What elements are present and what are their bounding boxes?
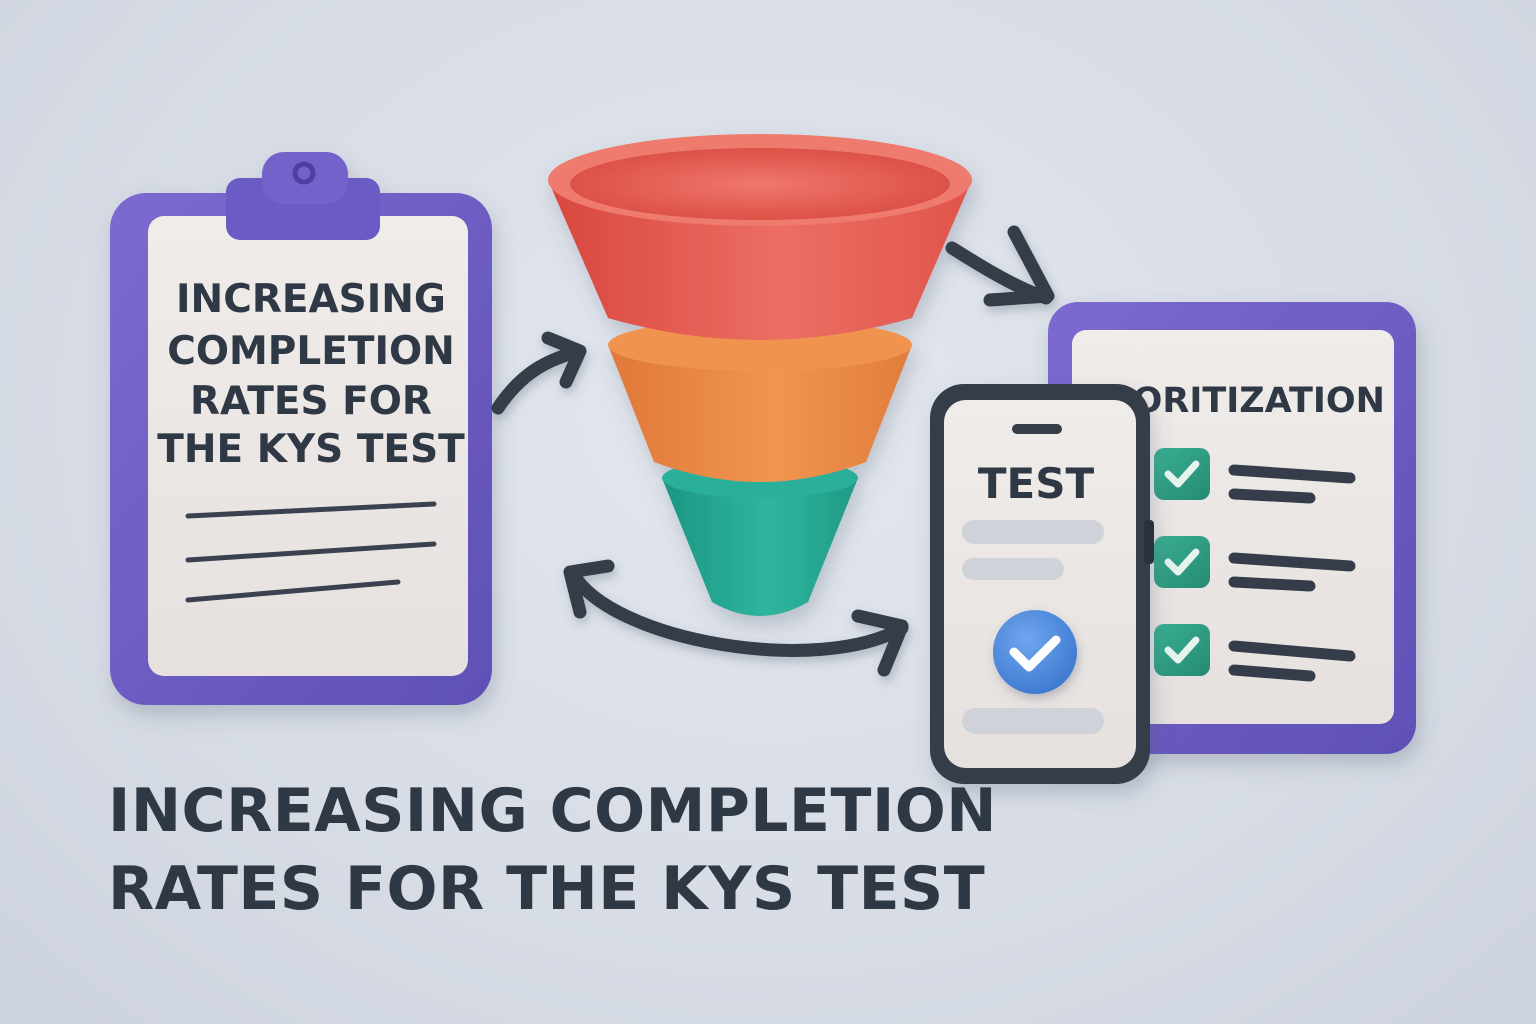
clipboard-lines — [185, 501, 437, 603]
checkbox-checked-icon — [1154, 624, 1210, 676]
arrow-loop-curve — [565, 565, 909, 657]
checklist-item — [1154, 536, 1356, 592]
phone-content — [962, 520, 1104, 734]
clipboard-title-line-4: THE KYS TEST — [157, 427, 465, 472]
prioritization-checklist — [1154, 448, 1356, 682]
clipboard — [110, 152, 492, 705]
clipboard-title-line-3: RATES FOR — [190, 379, 432, 424]
clipboard-title-line-2: COMPLETION — [167, 329, 455, 374]
phone-title: TEST — [978, 459, 1095, 508]
clipboard-title: INCREASING COMPLETION RATES FOR THE KYS … — [157, 277, 465, 472]
checkbox-checked-icon — [1154, 536, 1210, 588]
clipboard-paper — [148, 216, 468, 676]
phone-side-button — [1144, 520, 1154, 564]
phone-speaker — [1012, 424, 1062, 434]
arrow-clipboard-to-funnel — [491, 345, 583, 415]
phone-placeholder-bar — [962, 708, 1104, 734]
funnel — [548, 134, 972, 616]
clipboard-clip — [226, 152, 380, 240]
check-circle-icon — [993, 610, 1077, 694]
arrow-loop-left-head — [563, 559, 615, 619]
prioritization-paper — [1072, 330, 1394, 724]
phone — [930, 384, 1154, 784]
checklist-item — [1154, 448, 1356, 504]
arrow-loop-right-head — [851, 609, 909, 677]
funnel-opening — [570, 148, 950, 220]
headline-line-2: RATES FOR THE KYS TEST — [108, 854, 986, 924]
funnel-top-segment — [548, 180, 972, 340]
phone-placeholder-bar — [962, 558, 1064, 580]
headline-line-1: INCREASING COMPLETION — [108, 776, 997, 846]
arrow-clipboard-to-funnel-head — [541, 331, 587, 389]
arrows — [491, 225, 1055, 677]
checkbox-checked-icon — [1154, 448, 1210, 500]
funnel-middle-segment — [608, 345, 912, 482]
checklist-item — [1154, 624, 1356, 682]
phone-screen — [944, 400, 1136, 768]
phone-placeholder-bar — [962, 520, 1104, 544]
clipboard-title-line-1: INCREASING — [176, 277, 446, 322]
funnel-bottom-segment — [662, 478, 858, 616]
headline: INCREASING COMPLETION RATES FOR THE KYS … — [108, 772, 1008, 928]
arrow-funnel-to-priority-head — [983, 225, 1055, 307]
